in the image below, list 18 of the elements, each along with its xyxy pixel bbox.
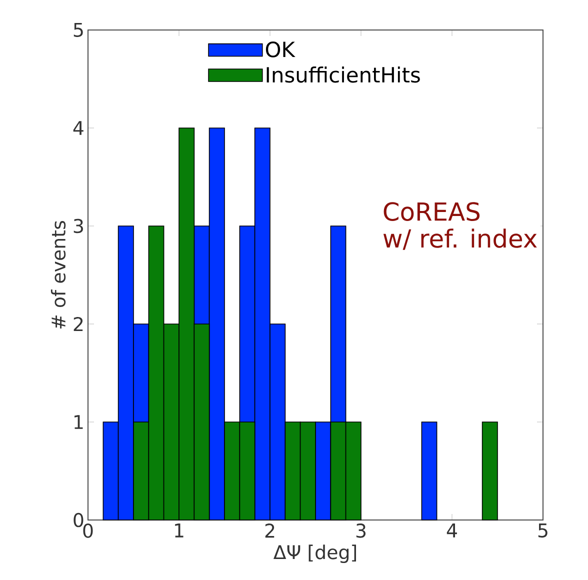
y-tick-label: 5 — [74, 22, 83, 38]
legend-label: OK — [266, 42, 296, 58]
x-tick-label: 2 — [265, 524, 274, 538]
y-tick-label: 2 — [74, 316, 83, 332]
y-axis-title: # of events — [50, 220, 66, 328]
y-tick-label: 3 — [74, 218, 83, 234]
annotation: w/ ref. index — [383, 228, 537, 250]
annotation: CoREAS — [384, 202, 480, 221]
x-tick-label: 4 — [446, 524, 457, 538]
x-tick-label: 0 — [83, 524, 93, 538]
y-tick-label: 0 — [74, 512, 84, 528]
y-tick-label: 1 — [74, 415, 83, 429]
y-tick-label: 4 — [73, 121, 84, 135]
x-tick-label: 3 — [356, 524, 366, 538]
legend-label: InsufficientHits — [266, 66, 420, 83]
x-tick-label: 5 — [538, 524, 548, 538]
x-tick-label: 1 — [175, 524, 184, 538]
x-axis-title: ΔΨ [deg] — [273, 544, 356, 563]
